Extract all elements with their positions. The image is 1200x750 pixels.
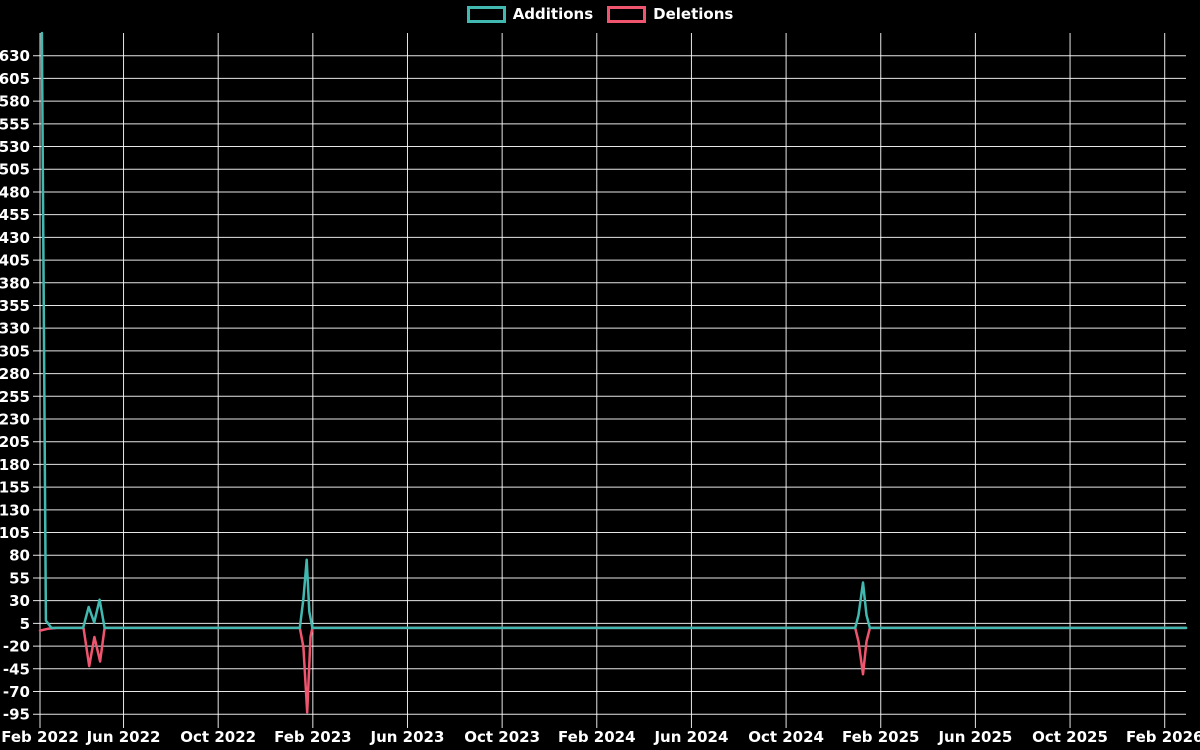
y-tick-label: -95 xyxy=(3,706,30,724)
x-tick-label: Jun 2022 xyxy=(86,728,161,746)
y-tick-label: 105 xyxy=(0,524,30,542)
x-tick-label: Feb 2025 xyxy=(842,728,920,746)
y-tick-label: 155 xyxy=(0,479,30,497)
series-line-deletions xyxy=(38,626,1188,714)
y-tick-label: 630 xyxy=(0,47,30,65)
y-tick-label: 580 xyxy=(0,93,30,111)
y-tick-label: 255 xyxy=(0,388,30,406)
y-tick-label: 380 xyxy=(0,274,30,292)
additions-swatch-icon xyxy=(466,6,506,23)
x-tick-label: Oct 2023 xyxy=(464,728,540,746)
y-tick-label: 455 xyxy=(0,206,30,224)
y-tick-label: 530 xyxy=(0,138,30,156)
y-tick-label: 480 xyxy=(0,183,30,201)
y-tick-label: 355 xyxy=(0,297,30,315)
series-line-additions xyxy=(40,31,1188,630)
y-tick-label: 205 xyxy=(0,433,30,451)
x-tick-label: Feb 2026 xyxy=(1126,728,1200,746)
y-tick-label: 30 xyxy=(9,592,30,610)
y-tick-label: -20 xyxy=(3,638,30,656)
x-tick-label: Feb 2023 xyxy=(274,728,352,746)
y-tick-label: 555 xyxy=(0,115,30,133)
deletions-swatch-icon xyxy=(607,6,647,23)
legend-item-additions[interactable]: Additions xyxy=(466,5,594,23)
y-tick-label: 305 xyxy=(0,342,30,360)
x-tick-label: Oct 2024 xyxy=(748,728,824,746)
x-tick-label: Feb 2024 xyxy=(558,728,636,746)
y-tick-label: 5 xyxy=(20,615,30,633)
y-tick-label: -45 xyxy=(3,660,30,678)
chart-legend: Additions Deletions xyxy=(0,6,1200,23)
y-tick-label: -70 xyxy=(3,683,30,701)
x-tick-label: Oct 2022 xyxy=(180,728,256,746)
y-tick-label: 405 xyxy=(0,252,30,270)
legend-item-deletions[interactable]: Deletions xyxy=(607,6,733,23)
x-tick-label: Feb 2022 xyxy=(1,728,79,746)
y-tick-label: 605 xyxy=(0,70,30,88)
y-tick-label: 505 xyxy=(0,161,30,179)
y-tick-label: 330 xyxy=(0,320,30,338)
legend-label-deletions: Deletions xyxy=(653,5,734,23)
y-tick-label: 430 xyxy=(0,229,30,247)
x-tick-label: Jun 2024 xyxy=(653,728,728,746)
y-tick-label: 55 xyxy=(9,569,30,587)
y-tick-label: 180 xyxy=(0,456,30,474)
legend-label-additions: Additions xyxy=(512,5,594,23)
y-tick-label: 280 xyxy=(0,365,30,383)
x-tick-label: Jun 2025 xyxy=(937,728,1012,746)
x-tick-label: Jun 2023 xyxy=(370,728,445,746)
y-tick-label: 80 xyxy=(9,547,30,565)
y-tick-label: 130 xyxy=(0,501,30,519)
x-tick-label: Oct 2025 xyxy=(1032,728,1108,746)
y-tick-label: 230 xyxy=(0,411,30,429)
